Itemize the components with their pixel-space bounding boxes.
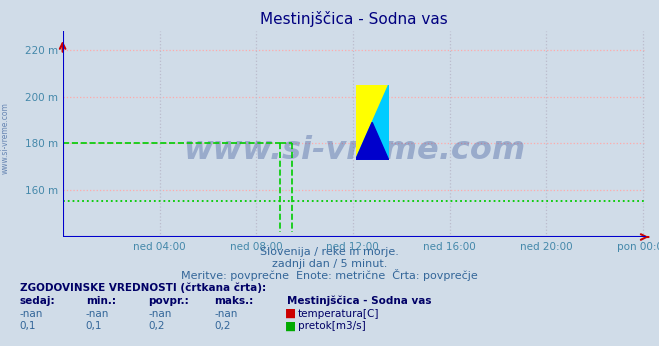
Polygon shape	[356, 122, 389, 160]
Text: ■: ■	[285, 307, 296, 320]
Text: www.si-vreme.com: www.si-vreme.com	[1, 102, 10, 174]
Polygon shape	[356, 85, 389, 160]
Text: 0,2: 0,2	[214, 321, 231, 331]
Text: Slovenija / reke in morje.: Slovenija / reke in morje.	[260, 247, 399, 257]
Text: min.:: min.:	[86, 297, 116, 307]
Text: maks.:: maks.:	[214, 297, 254, 307]
Text: povpr.:: povpr.:	[148, 297, 189, 307]
Text: -nan: -nan	[86, 309, 109, 319]
Text: Mestinjščica - Sodna vas: Mestinjščica - Sodna vas	[287, 296, 431, 307]
Text: ■: ■	[285, 319, 296, 333]
Text: Meritve: povprečne  Enote: metrične  Črta: povprečje: Meritve: povprečne Enote: metrične Črta:…	[181, 269, 478, 281]
Polygon shape	[356, 85, 389, 160]
Text: -nan: -nan	[214, 309, 237, 319]
Text: -nan: -nan	[20, 309, 43, 319]
Text: ZGODOVINSKE VREDNOSTI (črtkana črta):: ZGODOVINSKE VREDNOSTI (črtkana črta):	[20, 283, 266, 293]
Text: 0,2: 0,2	[148, 321, 165, 331]
Text: zadnji dan / 5 minut.: zadnji dan / 5 minut.	[272, 259, 387, 269]
Text: pretok[m3/s]: pretok[m3/s]	[298, 321, 366, 331]
Text: www.si-vreme.com: www.si-vreme.com	[183, 135, 525, 166]
Text: 0,1: 0,1	[20, 321, 36, 331]
Text: temperatura[C]: temperatura[C]	[298, 309, 380, 319]
Title: Mestinjščica - Sodna vas: Mestinjščica - Sodna vas	[260, 11, 448, 27]
Text: 0,1: 0,1	[86, 321, 102, 331]
Text: sedaj:: sedaj:	[20, 297, 55, 307]
Text: -nan: -nan	[148, 309, 171, 319]
